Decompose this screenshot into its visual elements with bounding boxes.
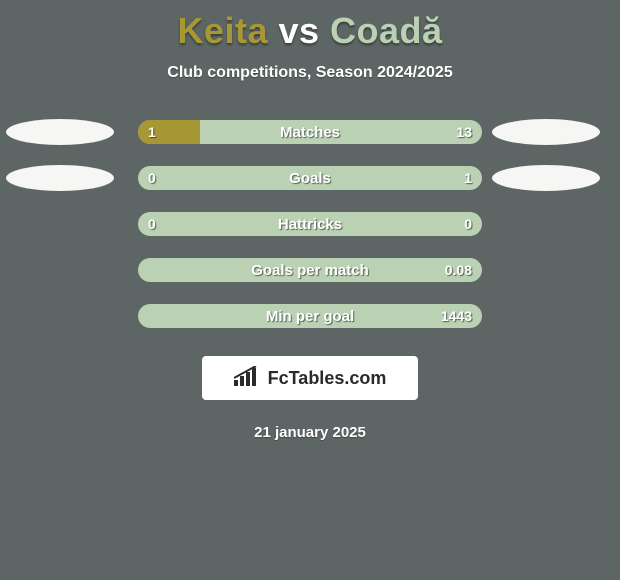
subtitle: Club competitions, Season 2024/2025: [167, 64, 452, 82]
content-root: Keita vs Coadă Club competitions, Season…: [0, 0, 620, 580]
stat-row: 1443 Min per goal: [0, 304, 620, 328]
stat-label: Matches: [280, 124, 340, 141]
stat-value-right: 1443: [441, 308, 472, 324]
stats-chart: 1 13 Matches 0 1 Goals 0 0 Hattricks 0.08 Goals pe…: [0, 120, 620, 328]
stat-row: 1 13 Matches: [0, 120, 620, 144]
stat-value-right: 13: [456, 124, 472, 140]
stat-row: 0 0 Hattricks: [0, 212, 620, 236]
stat-track: 1443 Min per goal: [138, 304, 482, 328]
stat-value-right: 0.08: [445, 262, 472, 278]
brand-text: FcTables.com: [268, 368, 387, 389]
title-player1: Keita: [177, 10, 268, 51]
bar-chart-icon: [234, 366, 260, 391]
player2-club-placeholder: [492, 119, 600, 145]
stat-track: 0 0 Hattricks: [138, 212, 482, 236]
stat-label: Min per goal: [266, 308, 354, 325]
page-title: Keita vs Coadă: [177, 10, 442, 52]
date-label: 21 january 2025: [254, 424, 366, 441]
stat-track: 0 1 Goals: [138, 166, 482, 190]
player1-club-placeholder: [6, 119, 114, 145]
brand-box: FcTables.com: [202, 356, 418, 400]
title-player2: Coadă: [330, 10, 443, 51]
stat-label: Hattricks: [278, 216, 342, 233]
stat-label: Goals per match: [251, 262, 369, 279]
stat-track: 0.08 Goals per match: [138, 258, 482, 282]
stat-value-right: 1: [464, 170, 472, 186]
stat-value-left: 1: [148, 124, 156, 140]
player2-club-placeholder: [492, 165, 600, 191]
stat-value-left: 0: [148, 216, 156, 232]
title-vs: vs: [268, 10, 330, 51]
player1-club-placeholder: [6, 165, 114, 191]
stat-value-right: 0: [464, 216, 472, 232]
stat-label: Goals: [289, 170, 331, 187]
stat-value-left: 0: [148, 170, 156, 186]
stat-row: 0.08 Goals per match: [0, 258, 620, 282]
stat-track: 1 13 Matches: [138, 120, 482, 144]
stat-row: 0 1 Goals: [0, 166, 620, 190]
